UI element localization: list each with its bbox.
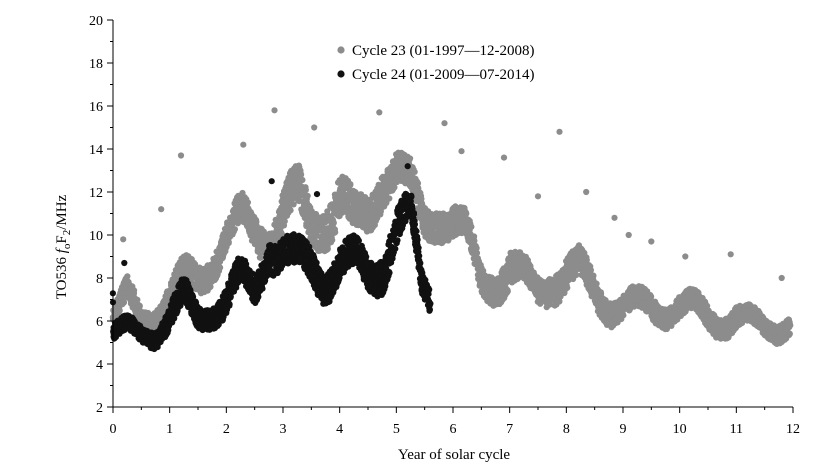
scatter-point-cycle-23 [602,297,609,304]
scatter-point-cycle-23 [290,201,297,208]
scatter-point-cycle-23 [564,284,571,291]
scatter-point-cycle-23 [441,120,448,127]
scatter-point-cycle-23 [468,223,475,230]
scatter-point-cycle-23 [287,207,294,214]
scatter-point-cycle-23 [244,199,251,206]
scatter-point-cycle-23 [240,141,247,148]
scatter-point-cycle-23 [407,155,414,162]
scatter-point-cycle-23 [271,107,278,114]
scatter-point-cycle-23 [257,254,264,261]
scatter-point-cycle-23 [311,124,318,131]
scatter-point-cycle-23 [376,109,383,116]
scatter-point-cycle-23 [134,296,141,303]
scatter-point-cycle-23 [583,188,590,196]
scatter-point-cycle-23 [471,237,478,244]
scatter-point-cycle-23 [587,267,595,274]
scatter-point-cycle-23 [473,245,480,252]
scatter-point-cycle-23 [590,272,597,279]
scatter-point-cycle-23 [207,283,214,290]
scatter-point-cycle-23 [332,229,339,236]
scatter-point-cycle-23 [131,287,138,294]
scatter-point-cycle-23 [593,280,600,287]
scatter-point-cycle-23 [463,210,470,217]
scatter-point-cycle-23 [648,293,655,300]
scatter-point-cycle-23 [727,251,734,258]
scatter-point-cycle-23 [778,274,785,282]
scatter-point-cycle-23 [556,298,563,305]
scatter-point-cycle-23 [192,261,199,268]
scatter-point-cycle-23 [573,271,580,278]
scatter-point-cycle-23 [116,307,123,314]
scatter-point-cycle-23 [504,288,511,295]
scatter-point-cycle-23 [611,214,618,221]
scatter-point-cycle-23 [312,210,319,218]
scatter-point-cycle-23 [347,181,354,188]
scatter-point-cycle-23 [414,180,422,187]
scatter-point-cycle-23 [471,233,478,240]
scatter-point-cycle-23 [292,168,299,175]
scatter-point-cycle-23 [620,312,627,319]
scatter-point-cycle-23 [302,187,309,194]
scatter-point-cycle-23 [329,237,336,244]
scatter-point-cycle-23 [704,302,711,309]
series-cycle-24-points [109,163,434,353]
scatter-point-cycle-23 [231,226,238,233]
scatter-point-cycle-23 [787,322,794,329]
scatter-point-cycle-23 [281,218,288,225]
scatter-point-cycle-23 [299,176,306,184]
scatter-point-cycle-23 [324,245,331,253]
scatter-point-cycle-23 [583,257,590,264]
scatter-point-cycle-23 [120,236,127,243]
scatter-point-cycle-23 [682,253,689,260]
scatter-point-cycle-23 [546,301,554,308]
scatter-point-cycle-23 [786,330,793,337]
scatter-point-cycle-23 [556,128,563,135]
scatter-point-cycle-23 [534,193,542,200]
scatter-point-cycle-23 [458,148,465,155]
scatter-point-cycle-23 [473,249,481,256]
scatter-point-cycle-23 [500,154,508,161]
scatter-point-cycle-23 [386,195,393,202]
scatter-point-cycle-23 [225,240,232,247]
scatter-point-cycle-23 [177,152,185,159]
scatter-point-cycle-23 [217,264,224,271]
scatter-point-cycle-23 [304,192,311,199]
scatter-point-cycle-23 [625,231,632,239]
scatter-point-cycle-23 [330,219,337,227]
scatter-point-cycle-23 [391,184,398,191]
scatter-point-cycle-23 [298,171,305,178]
scatter-point-cycle-23 [278,230,285,238]
scatter-point-cycle-23 [411,168,418,175]
scatter-point-cycle-23 [648,238,655,245]
scatter-point-cycle-23 [124,273,131,280]
scatter-point-cycle-23 [158,206,165,213]
